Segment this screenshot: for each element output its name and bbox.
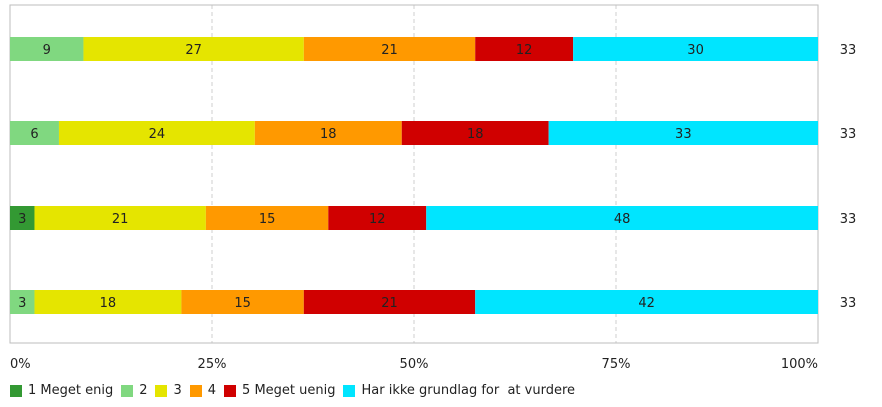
legend-swatch xyxy=(343,384,356,397)
data-label: 18 xyxy=(467,127,484,142)
x-tick-label: 100% xyxy=(781,357,818,372)
bar-segment xyxy=(34,206,206,230)
data-label: 48 xyxy=(614,212,631,227)
bar-segment xyxy=(328,206,427,230)
row-total-label: 33 xyxy=(840,212,857,227)
legend-swatch xyxy=(189,384,202,397)
data-label: 21 xyxy=(381,43,398,58)
legend-label: 3 xyxy=(173,383,182,398)
row-total-label: 33 xyxy=(840,127,857,142)
legend-swatch xyxy=(155,384,168,397)
bar-segment xyxy=(10,206,35,230)
bar-segment xyxy=(303,37,476,61)
legend: 1 Meget enig 2 3 4 5 Meget uenig Har ikke gru… xyxy=(10,383,583,398)
bar-segment xyxy=(254,121,402,145)
bar-segment xyxy=(205,206,329,230)
bar-segment xyxy=(34,290,182,314)
data-label: 12 xyxy=(369,212,386,227)
data-label: 30 xyxy=(687,43,704,58)
data-label: 6 xyxy=(30,127,38,142)
bar-segment xyxy=(475,37,574,61)
legend-label: 1 Meget enig xyxy=(28,383,114,398)
data-label: 18 xyxy=(100,296,117,311)
data-label: 21 xyxy=(112,212,129,227)
bar-segment xyxy=(573,37,818,61)
data-label: 3 xyxy=(18,296,26,311)
legend-swatch xyxy=(224,384,237,397)
legend-item: 4 xyxy=(189,383,217,398)
legend-label: 5 Meget uenig xyxy=(242,383,336,398)
legend-item: 5 Meget uenig xyxy=(224,383,335,398)
bar-segment xyxy=(401,121,549,145)
data-label: 42 xyxy=(638,296,655,311)
data-label: 18 xyxy=(320,127,337,142)
bar-segment xyxy=(10,37,84,61)
data-label: 15 xyxy=(234,296,251,311)
legend-item: 1 Meget enig xyxy=(10,383,113,398)
data-label: 21 xyxy=(381,296,398,311)
legend-label: 2 xyxy=(139,383,148,398)
x-tick-label: 50% xyxy=(400,357,429,372)
bar-segment xyxy=(426,206,818,230)
bar-segment xyxy=(303,290,476,314)
data-label: 33 xyxy=(675,127,692,142)
plot-frame xyxy=(9,4,819,344)
bar-segment xyxy=(475,290,818,314)
bar-segment xyxy=(548,121,818,145)
bar-segment xyxy=(10,121,59,145)
x-tick-label: 0% xyxy=(10,357,31,372)
data-label: 3 xyxy=(18,212,26,227)
data-label: 27 xyxy=(185,43,202,58)
legend-label: Har ikke grundlag for at vurdere xyxy=(361,383,576,398)
data-label: 9 xyxy=(43,43,51,58)
legend-item: 3 xyxy=(155,383,182,398)
x-tick-label: 25% xyxy=(198,357,227,372)
legend-label: 4 xyxy=(207,383,217,398)
row-total-label: 33 xyxy=(840,43,857,58)
legend-swatch xyxy=(10,384,22,397)
legend-item: 2 xyxy=(121,383,147,398)
data-label: 24 xyxy=(149,127,166,142)
bar-segment xyxy=(83,37,304,61)
x-tick-label: 75% xyxy=(602,357,631,372)
row-total-label: 33 xyxy=(840,296,857,311)
data-label: 12 xyxy=(516,43,533,58)
legend-item: Har ikke grundlag for at vurdere xyxy=(343,383,575,398)
bar-segment xyxy=(58,121,255,145)
legend-swatch xyxy=(121,384,134,397)
data-label: 15 xyxy=(259,212,276,227)
bar-segment xyxy=(10,290,35,314)
bar-segment xyxy=(181,290,304,314)
